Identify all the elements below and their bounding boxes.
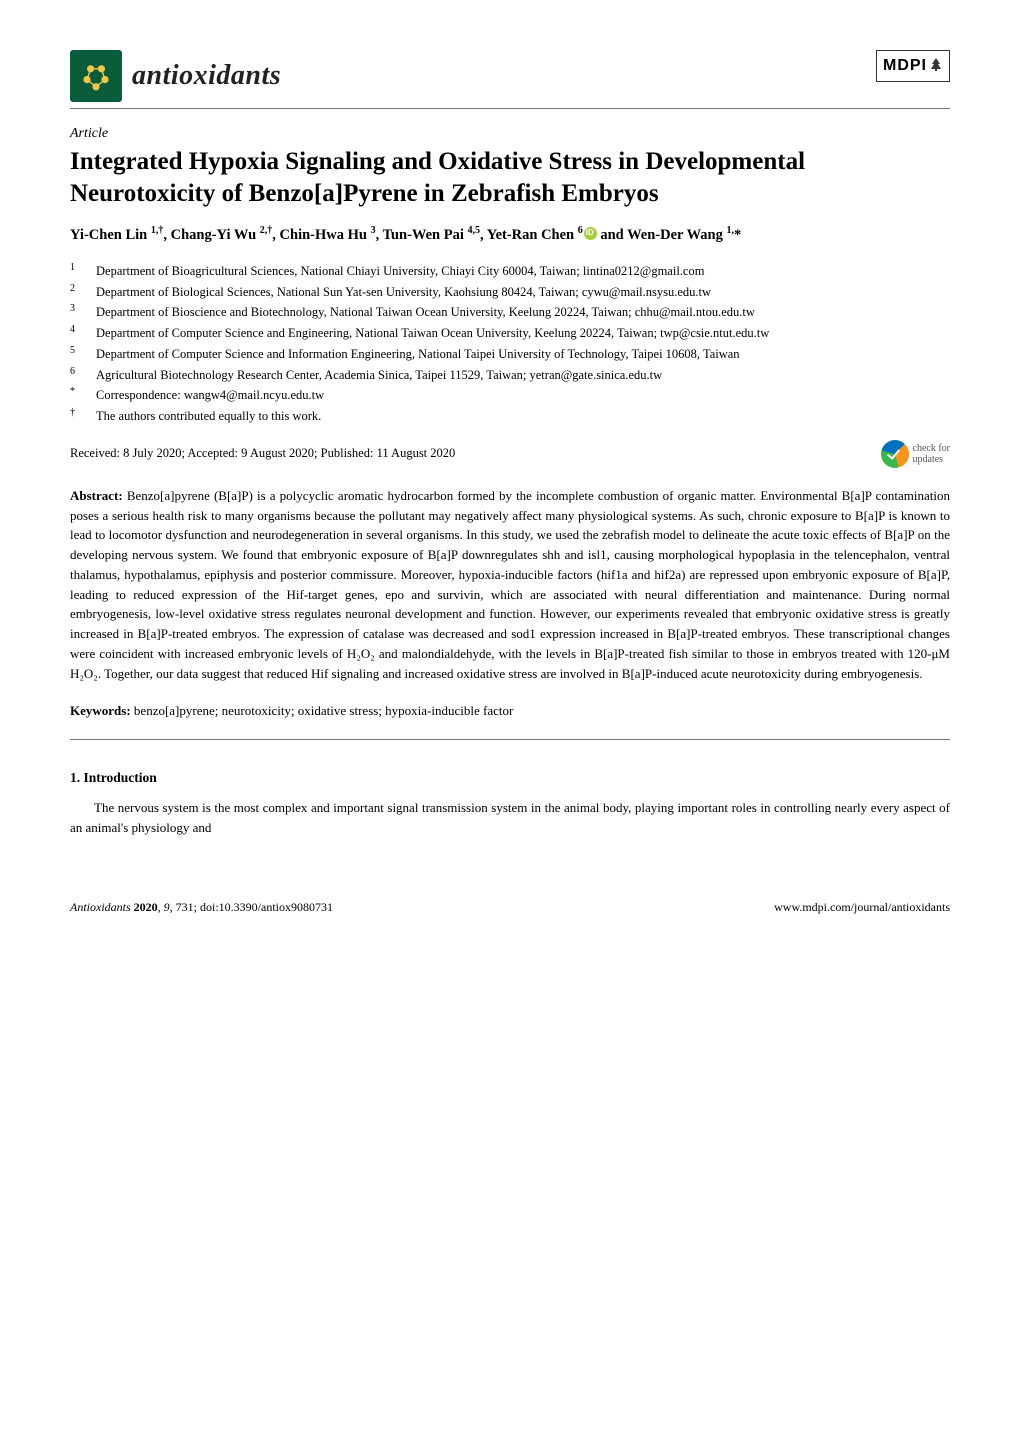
received-dates: Received: 8 July 2020; Accepted: 9 Augus… [70,444,455,463]
affiliation-row: 2 Department of Biological Sciences, Nati… [70,283,950,302]
affil-marker: 6 [70,364,82,383]
affil-marker: 5 [70,343,82,362]
abstract-divider [70,739,950,740]
journal-name: antioxidants [132,55,281,97]
check-updates-icon [881,440,909,468]
keywords-text: benzo[a]pyrene; neurotoxicity; oxidative… [134,703,513,718]
author: Tun-Wen Pai 4,5 [383,227,480,243]
affil-marker: 4 [70,322,82,341]
author: Chang-Yi Wu 2,† [171,227,273,243]
article-type: Article [70,123,950,144]
affil-text: Department of Computer Science and Engin… [96,324,950,343]
check-updates-text: check forupdates [913,443,950,465]
author: Yet-Ran Chen 6 [487,227,597,243]
author: Chin-Hwa Hu 3 [280,227,376,243]
affil-marker: 1 [70,260,82,279]
affiliation-row: 1 Department of Bioagricultural Sciences,… [70,262,950,281]
keywords-block: Keywords: benzo[a]pyrene; neurotoxicity;… [70,701,950,721]
affiliations-list: 1 Department of Bioagricultural Sciences,… [70,262,950,426]
affil-marker: 2 [70,281,82,300]
journal-logo-block: antioxidants [70,50,281,102]
affil-text: Agricultural Biotechnology Research Cent… [96,366,950,385]
affil-text: Correspondence: wangw4@mail.ncyu.edu.tw [96,386,950,405]
affil-marker: 3 [70,301,82,320]
page-header: antioxidants MDPI [70,50,950,102]
footer-right[interactable]: www.mdpi.com/journal/antioxidants [774,898,950,916]
section-heading: 1. Introduction [70,768,950,788]
dates-row: Received: 8 July 2020; Accepted: 9 Augus… [70,440,950,468]
affiliation-row: 5 Department of Computer Science and Info… [70,345,950,364]
affil-text: Department of Biological Sciences, Natio… [96,283,950,302]
author: Wen-Der Wang 1,* [627,227,741,243]
affil-marker: † [70,405,82,424]
affil-marker: * [70,384,82,403]
header-divider [70,108,950,109]
keywords-label: Keywords: [70,703,131,718]
abstract-block: Abstract: Benzo[a]pyrene (B[a]P) is a po… [70,486,950,684]
affiliation-row: 4 Department of Computer Science and Engi… [70,324,950,343]
authors-line: Yi-Chen Lin 1,†, Chang-Yi Wu 2,†, Chin-H… [70,224,950,246]
body-paragraph: The nervous system is the most complex a… [70,798,950,838]
orcid-icon[interactable] [584,227,597,240]
affil-text: Department of Bioscience and Biotechnolo… [96,303,950,322]
abstract-text: Benzo[a]pyrene (B[a]P) is a polycyclic a… [70,488,950,681]
check-updates-badge[interactable]: check forupdates [881,440,950,468]
mdpi-tree-icon [929,56,943,77]
footer-left: Antioxidants 2020, 9, 731; doi:10.3390/a… [70,898,333,916]
page-footer: Antioxidants 2020, 9, 731; doi:10.3390/a… [70,898,950,916]
affiliation-row: 6 Agricultural Biotechnology Research Cen… [70,366,950,385]
article-title: Integrated Hypoxia Signaling and Oxidati… [70,146,950,210]
affiliation-row: † The authors contributed equally to this… [70,407,950,426]
affil-text: Department of Computer Science and Infor… [96,345,950,364]
journal-badge-icon [70,50,122,102]
affil-text: The authors contributed equally to this … [96,407,950,426]
publisher-name: MDPI [883,54,927,78]
author: Yi-Chen Lin 1,† [70,227,163,243]
abstract-label: Abstract: [70,488,123,503]
affiliation-row: * Correspondence: wangw4@mail.ncyu.edu.tw [70,386,950,405]
publisher-logo: MDPI [876,50,950,82]
affil-text: Department of Bioagricultural Sciences, … [96,262,950,281]
affiliation-row: 3 Department of Bioscience and Biotechnol… [70,303,950,322]
